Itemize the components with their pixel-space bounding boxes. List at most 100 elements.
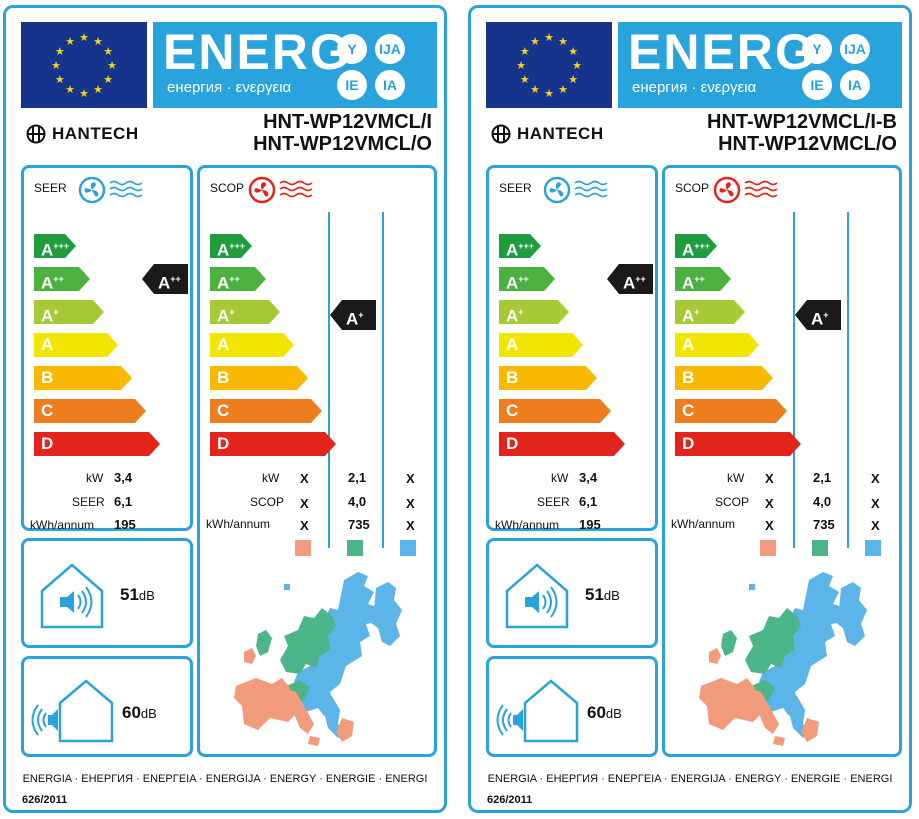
energ-subtitle: енергия · ενεργεια	[632, 79, 757, 96]
efficiency-class-bar: A++	[499, 267, 555, 291]
language-suffix-badge: IE	[337, 70, 367, 100]
scop-title: SCOP	[210, 181, 245, 195]
language-suffix-badge: IE	[802, 70, 832, 100]
seer-seer-value: 6,1	[114, 494, 133, 509]
scop-annual-v3: X	[406, 518, 415, 533]
scop-divider	[328, 212, 330, 548]
scop-scop-v1: X	[765, 496, 774, 511]
energy-label-1: ★ ★ ★ ★ ★ ★ ★ ★ ★ ★ ★ ★ ENERG енергия · ενεργεια Y …	[3, 5, 447, 813]
climate-zone-average-swatch	[347, 540, 363, 556]
climate-zone-warmer-swatch	[295, 540, 311, 556]
efficiency-class-bar: C	[499, 399, 611, 423]
energy-label-2: ★ ★ ★ ★ ★ ★ ★ ★ ★ ★ ★ ★ ENERG енергия · ενεργεια Y …	[468, 5, 912, 813]
eu-star-icon: ★	[93, 35, 103, 48]
efficiency-class-bar: A	[499, 333, 583, 357]
scop-kw-v2: 2,1	[813, 470, 832, 485]
eu-star-icon: ★	[93, 83, 103, 96]
scop-scop-v3: X	[871, 496, 880, 511]
scop-kw-label: kW	[262, 471, 280, 485]
seer-kw-value: 3,4	[579, 470, 598, 485]
scop-scop-v2: 4,0	[348, 494, 367, 509]
efficiency-class-bar: C	[675, 399, 787, 423]
scop-divider	[793, 212, 795, 548]
map-colder-zone	[749, 572, 867, 738]
eu-star-icon: ★	[544, 87, 554, 100]
seer-class-marker: A++	[607, 264, 653, 294]
eu-star-icon: ★	[51, 59, 61, 72]
scop-scop-label: SCOP	[250, 495, 285, 509]
scop-kw-v3: X	[406, 471, 415, 486]
efficiency-class-bar: A+++	[34, 234, 76, 258]
footer-languages: ENERGIA · ЕНЕРГИЯ · ΕΝΕΡΓΕΙΑ · ENERGIJA …	[487, 773, 893, 785]
climate-zone-warmer-swatch	[760, 540, 776, 556]
climate-zone-colder-swatch	[865, 540, 881, 556]
seer-annual-label: kWh/annum	[495, 518, 560, 532]
seer-seer-value: 6,1	[579, 494, 598, 509]
outdoor-noise-house-icon	[496, 679, 579, 743]
seer-panel: SEER A+++ A++ A+ A B C D A++ kW 3,4 SEER 6,1 k…	[21, 165, 193, 532]
eu-star-icon: ★	[558, 35, 568, 48]
language-suffix-badge: IA	[375, 70, 405, 100]
eu-star-icon: ★	[103, 73, 113, 86]
indoor-noise-panel: 51dB	[486, 538, 658, 648]
energ-title: ENERG	[163, 24, 351, 80]
efficiency-class-bar: B	[210, 366, 308, 390]
language-suffix-badge: IJA	[375, 34, 405, 64]
efficiency-class-bar: B	[499, 366, 597, 390]
efficiency-class-bar: D	[675, 432, 801, 456]
map-warmer-zone	[699, 648, 819, 746]
scop-kw-v1: X	[765, 471, 774, 486]
seer-kw-label: kW	[86, 471, 104, 485]
eu-star-icon: ★	[568, 45, 578, 58]
language-suffix-badge: IJA	[840, 34, 870, 64]
brand: HANTECH	[26, 122, 139, 146]
efficiency-class-bar: D	[210, 432, 336, 456]
seer-kw-value: 3,4	[114, 470, 133, 485]
europe-climate-map	[699, 572, 867, 746]
climate-zone-colder-swatch	[400, 540, 416, 556]
seer-class-marker: A++	[142, 264, 188, 294]
efficiency-class-bar: A+	[210, 300, 280, 324]
efficiency-class-bar: B	[675, 366, 773, 390]
eu-star-icon: ★	[103, 45, 113, 58]
seer-title: SEER	[34, 181, 67, 195]
efficiency-class-bar: D	[34, 432, 160, 456]
indoor-noise-house-icon	[40, 563, 104, 629]
energ-banner: ENERG енергия · ενεργεια Y IJA IE IA	[618, 22, 902, 108]
language-suffix-badge: IA	[840, 70, 870, 100]
efficiency-class-bar: A+	[34, 300, 104, 324]
eu-star-icon: ★	[544, 31, 554, 44]
eu-star-icon: ★	[55, 45, 65, 58]
seer-panel: SEER A+++ A++ A+ A B C D A++ kW 3,4 SEER 6,1 k…	[486, 165, 658, 532]
outdoor-noise-house-icon	[31, 679, 114, 743]
model-indoor: HNT-WP12VMCL/I-B	[707, 111, 897, 133]
energ-title: ENERG	[628, 24, 816, 80]
eu-flag-icon: ★ ★ ★ ★ ★ ★ ★ ★ ★ ★ ★ ★	[486, 22, 612, 108]
efficiency-class-bar: A	[210, 333, 294, 357]
brand-name: HANTECH	[517, 124, 604, 143]
seer-annual-label: kWh/annum	[30, 518, 95, 532]
efficiency-class-bar: A	[34, 333, 118, 357]
energ-subtitle: енергия · ενεργεια	[167, 79, 292, 96]
seer-seer-label: SEER	[72, 495, 105, 509]
seer-annual-value: 195	[114, 517, 136, 532]
climate-zone-average-swatch	[812, 540, 828, 556]
efficiency-class-bar: A+++	[675, 234, 717, 258]
scop-scop-v1: X	[300, 496, 309, 511]
indoor-noise-panel: 51dB	[21, 538, 193, 648]
indoor-noise-value: 51dB	[585, 585, 620, 604]
model-indoor: HNT-WP12VMCL/I	[263, 111, 432, 133]
eu-star-icon: ★	[107, 59, 117, 72]
eu-star-icon: ★	[530, 83, 540, 96]
footer-languages: ENERGIA · ЕНЕРГИЯ · ΕΝΕΡΓΕΙΑ · ENERGIJA …	[22, 773, 428, 785]
efficiency-class-bar: D	[499, 432, 625, 456]
indoor-noise-value: 51dB	[120, 585, 155, 604]
scop-kw-v2: 2,1	[348, 470, 367, 485]
eu-star-icon: ★	[79, 31, 89, 44]
scop-divider	[847, 212, 849, 548]
model-outdoor: HNT-WP12VMCL/O	[253, 133, 432, 155]
efficiency-class-bar: A+++	[210, 234, 252, 258]
map-warmer-zone	[234, 648, 354, 746]
eu-star-icon: ★	[55, 73, 65, 86]
scop-annual-v3: X	[871, 518, 880, 533]
